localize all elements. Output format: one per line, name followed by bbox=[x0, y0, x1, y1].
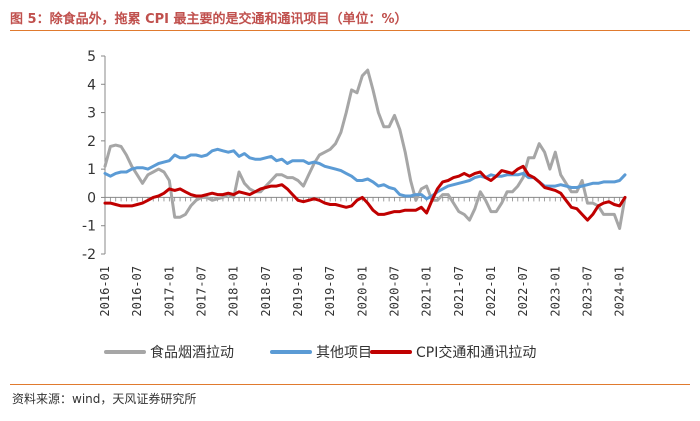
x-tick-label: 2022-07 bbox=[516, 266, 530, 317]
y-tick-label: 4 bbox=[87, 77, 96, 93]
x-tick-label: 2016-01 bbox=[98, 266, 112, 317]
x-tick-label: 2021-01 bbox=[420, 266, 434, 317]
legend: 食品烟酒拉动 其他项目 CPI交通和通讯拉动 bbox=[104, 344, 536, 361]
x-tick-label: 2022-01 bbox=[484, 266, 498, 317]
x-tick-label: 2023-01 bbox=[548, 266, 562, 317]
x-tick-label: 2016-07 bbox=[130, 266, 144, 317]
x-tick-label: 2023-07 bbox=[580, 266, 594, 317]
y-tick-label: 1 bbox=[87, 162, 96, 178]
series-lines bbox=[103, 68, 627, 230]
x-tick-label: 2019-07 bbox=[323, 266, 337, 317]
legend-label-3: CPI交通和通讯拉动 bbox=[416, 344, 536, 361]
y-axis: -2 -1 0 1 2 3 4 5 bbox=[82, 49, 106, 263]
series-line-3 bbox=[103, 164, 627, 222]
figure-title: 图 5：除食品外，拖累 CPI 最主要的是交通和通讯项目（单位：%） bbox=[10, 12, 408, 27]
y-tick-label: -2 bbox=[82, 247, 96, 263]
y-tick-label: 3 bbox=[87, 106, 96, 122]
x-tick-label: 2018-01 bbox=[227, 266, 241, 317]
x-tick-label: 2021-07 bbox=[452, 266, 466, 317]
x-tick-label: 2017-01 bbox=[162, 266, 176, 317]
legend-label-2: 其他项目 bbox=[316, 345, 372, 361]
y-tick-label: 2 bbox=[87, 134, 96, 150]
series-line-1 bbox=[103, 68, 627, 230]
x-tick-label: 2020-07 bbox=[387, 266, 401, 317]
x-tick-label: 2020-01 bbox=[355, 266, 369, 317]
x-tick-label: 2017-07 bbox=[194, 266, 208, 317]
source-divider bbox=[10, 384, 690, 385]
x-tick-label: 2018-07 bbox=[259, 266, 273, 317]
x-tick-label: 2024-01 bbox=[613, 266, 627, 317]
source-note: 资料来源：wind，天风证券研究所 bbox=[12, 392, 197, 406]
legend-label-1: 食品烟酒拉动 bbox=[150, 344, 234, 361]
y-tick-label: 5 bbox=[87, 49, 96, 65]
y-tick-label: 0 bbox=[87, 190, 96, 206]
x-tick-label: 2019-01 bbox=[291, 266, 305, 317]
title-divider bbox=[10, 30, 690, 31]
y-tick-label: -1 bbox=[82, 219, 96, 235]
x-axis: 2016-01 2016-07 2017-01 2017-07 2018-01 2018-… bbox=[98, 196, 627, 317]
